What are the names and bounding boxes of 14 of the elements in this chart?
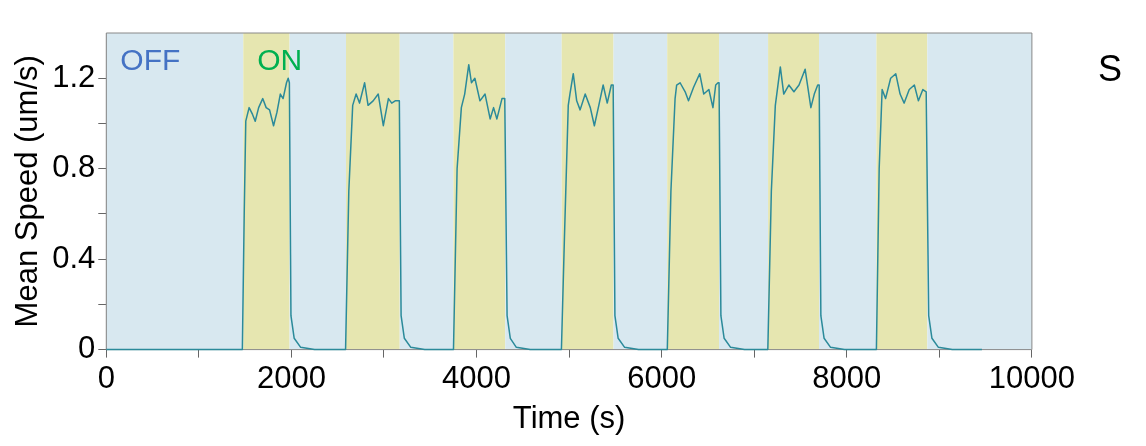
y-tick-label: 0.4: [52, 239, 96, 275]
x-tick-label: 8000: [812, 359, 882, 395]
y-tick-label: 0.8: [52, 149, 96, 185]
y-tick-label: 1.2: [52, 58, 96, 94]
x-tick-label: 2000: [256, 359, 326, 395]
y-tick-label: 0: [78, 330, 96, 366]
x-axis-title: Time (s): [512, 399, 626, 435]
band-label: ON: [257, 43, 303, 77]
x-tick-label: 6000: [627, 359, 697, 395]
x-tick-label: 10000: [988, 359, 1076, 395]
band-label: OFF: [120, 43, 181, 77]
x-tick-label: 4000: [442, 359, 512, 395]
y-axis-title: Mean Speed (um/s): [9, 55, 45, 328]
text: S: [1098, 48, 1123, 90]
